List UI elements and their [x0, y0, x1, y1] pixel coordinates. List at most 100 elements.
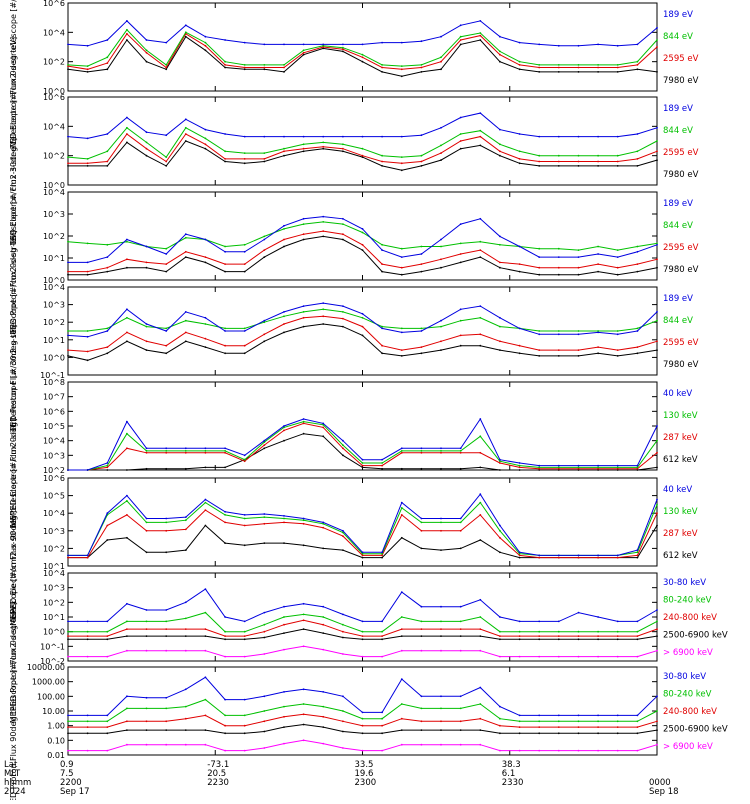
data-point: [302, 613, 305, 616]
y-tick-label: 10^1: [43, 613, 65, 622]
data-point: [224, 39, 227, 41]
data-point: [420, 720, 423, 723]
data-point: [479, 144, 482, 147]
data-point: [440, 144, 442, 147]
data-point: [204, 729, 207, 731]
data-point: [243, 344, 246, 347]
data-point: [302, 723, 305, 726]
data-point: [224, 330, 227, 332]
data-point: [361, 60, 364, 63]
data-point: [557, 165, 560, 167]
data-point: [86, 270, 89, 273]
data-point: [597, 466, 599, 469]
legend-entry: 30-80 keV: [663, 672, 706, 682]
data-point: [67, 349, 69, 351]
data-point: [400, 156, 403, 159]
data-point: [243, 620, 246, 623]
data-point: [263, 513, 266, 515]
data-point: [616, 266, 619, 269]
data-point: [322, 141, 325, 144]
data-point: [263, 135, 266, 138]
data-point: [459, 133, 462, 135]
data-point: [67, 726, 69, 728]
data-point: [263, 730, 266, 733]
data-point: [656, 311, 658, 313]
data-point: [224, 630, 227, 633]
data-point: [557, 71, 560, 73]
y-tick-label: 10^2: [43, 152, 65, 161]
data-point: [302, 217, 305, 220]
series-line-blue: [68, 588, 658, 622]
data-point: [165, 529, 168, 532]
data-point: [165, 66, 168, 69]
panel-2: 10^0 10^2 10^4 10^6 TED Electron Flux 30deg …: [9, 37, 699, 246]
data-point: [577, 638, 580, 641]
data-point: [479, 501, 482, 504]
data-point: [538, 556, 541, 559]
data-point: [499, 50, 501, 53]
data-point: [224, 133, 227, 135]
data-point: [538, 330, 541, 332]
data-point: [322, 323, 325, 325]
data-point: [67, 749, 69, 752]
data-point: [420, 517, 423, 520]
data-point: [106, 524, 109, 527]
data-point: [106, 720, 109, 723]
data-point: [224, 150, 227, 153]
data-point: [224, 263, 227, 265]
data-point: [106, 270, 109, 273]
data-point: [263, 611, 266, 614]
data-point: [440, 238, 442, 241]
series-line-black: [68, 235, 658, 276]
data-point: [184, 340, 187, 343]
data-point: [577, 165, 580, 167]
data-point: [67, 135, 69, 138]
data-point: [557, 160, 560, 163]
y-tick-label: 10^0: [43, 276, 65, 285]
data-point: [342, 447, 344, 450]
data-point: [342, 325, 344, 328]
panel-7: 10^-2 10^-1 10^0 10^1 10^2 10^3 10^4 MEPED Prot…: [9, 511, 728, 724]
data-point: [656, 498, 658, 501]
data-point: [440, 649, 442, 652]
data-point: [224, 344, 227, 347]
data-point: [420, 649, 423, 652]
data-point: [302, 238, 305, 241]
data-point: [557, 630, 560, 633]
data-point: [538, 749, 541, 752]
data-point: [204, 143, 207, 146]
data-point: [518, 732, 521, 735]
data-point: [165, 68, 168, 71]
data-point: [243, 630, 246, 633]
data-point: [204, 49, 207, 52]
data-point: [440, 707, 442, 710]
panel-frame: [67, 2, 658, 92]
data-point: [616, 556, 619, 559]
data-point: [361, 464, 364, 467]
data-point: [616, 355, 619, 357]
data-point: [499, 717, 501, 720]
y-tick-label: 10^7: [43, 393, 65, 402]
data-point: [126, 536, 128, 539]
data-point: [499, 630, 501, 633]
data-point: [126, 316, 128, 319]
legend-entry: 7980 eV: [663, 360, 699, 370]
data-point: [381, 135, 383, 138]
data-point: [204, 147, 207, 150]
data-point: [381, 64, 383, 66]
data-point: [204, 261, 207, 264]
data-point: [656, 27, 658, 29]
data-point: [263, 653, 266, 655]
data-point: [381, 66, 383, 69]
data-point: [499, 462, 501, 464]
data-point: [381, 462, 383, 464]
data-point: [184, 705, 187, 708]
data-point: [302, 43, 305, 46]
data-point: [400, 729, 403, 731]
data-point: [165, 743, 168, 746]
y-tick-label: 10^6: [43, 474, 65, 483]
data-point: [656, 620, 658, 623]
data-point: [184, 31, 187, 34]
y-tick-label: 10^6: [43, 93, 65, 102]
data-point: [499, 128, 501, 131]
